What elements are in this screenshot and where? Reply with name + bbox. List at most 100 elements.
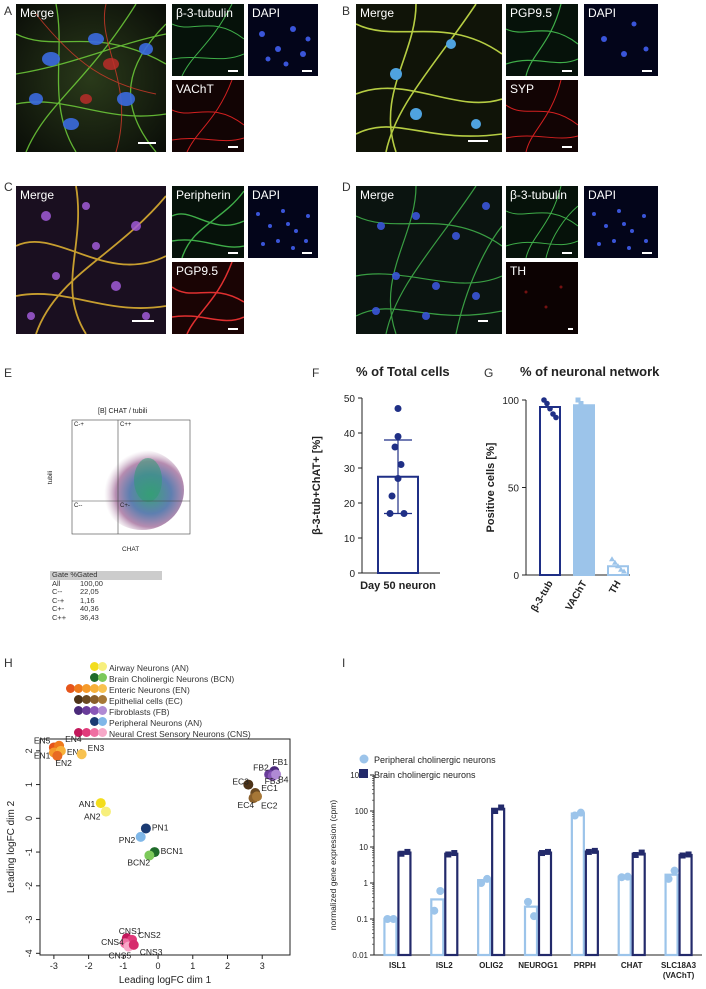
legend-dot <box>82 695 91 704</box>
channel-label: PGP9.5 <box>510 6 553 20</box>
data-point <box>575 397 581 403</box>
point-label: FB2 <box>253 762 269 772</box>
data-point <box>492 808 499 814</box>
y-tick-label: 20 <box>344 499 356 510</box>
bar-1 <box>631 852 646 957</box>
chart-h: -3 -2 -1 0 1 2 3 2 1 0 -1 -2 -3 -4 Leading logFC dim 1… <box>6 735 291 985</box>
scale-bar <box>138 142 156 144</box>
data-point <box>623 872 632 881</box>
data-point <box>544 400 550 407</box>
point-cns3 <box>128 939 139 950</box>
legend-dot <box>82 706 91 715</box>
micrograph-a-ch1: β-3-tubulin <box>172 4 244 76</box>
flow-title: [B] CHAT / tubili <box>98 408 148 415</box>
point-ec2 <box>252 791 263 802</box>
point-label: EN2 <box>55 758 72 768</box>
x-category-label: NEUROG1 <box>518 961 558 970</box>
data-point <box>394 433 402 440</box>
legend-item: Brain Cholinergic Neurons (BCN) <box>66 673 251 684</box>
y-axis-label: β-3-tub+ChAT+ [%] <box>311 436 323 535</box>
scale-bar <box>562 146 572 148</box>
y-tick-label: 10 <box>344 534 356 545</box>
data-point <box>587 411 593 417</box>
point-pn1 <box>140 823 151 834</box>
bar-1 <box>491 807 506 957</box>
scale-bar <box>562 252 572 254</box>
legend-label: Peripheral Neurons (AN) <box>109 717 203 728</box>
gating-table: Gate %Gated All 100,00 C-- 22,05 C-+ 1,16 C+- 4… <box>50 570 162 623</box>
data-point <box>609 556 615 562</box>
panel-label-c: C <box>4 180 13 194</box>
y-axis-label: Leading logFC dim 2 <box>6 800 17 893</box>
data-point <box>591 847 598 854</box>
y-tick-label: 100 <box>355 807 369 816</box>
point-label: EN4 <box>65 735 82 744</box>
y-axis-label: normalized gene expression (cpm) <box>328 800 338 931</box>
panel-label-e: E <box>4 366 13 380</box>
legend-dot <box>98 706 107 715</box>
point-label: EC4 <box>238 800 255 810</box>
data-point <box>386 510 394 517</box>
merge-label: Merge <box>360 6 395 20</box>
chart-f-title: % of Total cells <box>356 364 450 379</box>
legend-item: Fibroblasts (FB) <box>66 706 251 717</box>
data-point <box>524 897 532 906</box>
x-tick-label: 0 <box>156 961 161 971</box>
x-category-label: OLIG2 <box>479 961 504 970</box>
gate-name: All <box>52 578 61 588</box>
legend-item: Airway Neurons (AN) <box>66 662 251 673</box>
micrograph-b-ch3: SYP <box>506 80 578 152</box>
merge-label: Merge <box>20 188 55 202</box>
data-point <box>621 568 627 574</box>
legend-dot <box>74 684 83 693</box>
point-label: AN1 <box>79 799 96 809</box>
point-label: EC2 <box>261 800 278 810</box>
data-point <box>584 408 590 413</box>
legend-swatch <box>66 673 107 684</box>
channel-label: DAPI <box>252 188 281 202</box>
gate-percent: 36,43 <box>80 612 99 622</box>
bar-0 <box>617 875 632 957</box>
x-tick-label: -2 <box>85 961 93 971</box>
data-point <box>391 443 399 451</box>
legend-dot <box>90 717 99 726</box>
y-tick-label: 40 <box>344 429 356 440</box>
micrograph-d-ch3: TH <box>506 262 578 334</box>
scale-bar <box>562 70 572 72</box>
data-point <box>612 559 618 565</box>
legend-dot <box>98 695 107 704</box>
data-point <box>670 866 679 875</box>
x-tick-label: -3 <box>50 961 58 971</box>
data-point <box>430 906 439 915</box>
channel-label: β-3-tubulin <box>510 188 567 202</box>
gating-table-row: C++ 36,43 <box>50 612 162 623</box>
gating-table-row: C-+ 1,16 <box>50 596 162 606</box>
micrograph-c-ch1: Peripherin <box>172 186 244 258</box>
micrograph-a-ch2: DAPI <box>248 4 318 76</box>
legend-dot <box>74 728 83 737</box>
micrograph-d-ch2: DAPI <box>584 186 658 258</box>
legend-swatch <box>66 728 107 739</box>
data-point <box>398 850 405 857</box>
legend-dot <box>90 673 99 682</box>
bar-1 <box>397 851 412 957</box>
legend-dot <box>98 684 107 693</box>
bar-0 <box>664 873 679 957</box>
legend-dot <box>66 684 75 693</box>
x-category-label: Day 50 neuron <box>360 580 436 592</box>
x-axis-label: Leading logFC dim 1 <box>119 975 212 985</box>
channel-label: DAPI <box>588 188 617 202</box>
panel-label-d: D <box>342 180 351 194</box>
legend-item: Peripheral Neurons (AN) <box>66 717 251 728</box>
quadrant-label-tr: C++ <box>120 422 132 428</box>
data-point <box>581 404 587 410</box>
y-tick-label: -2 <box>24 882 34 890</box>
point-label: BCN1 <box>161 846 184 856</box>
channel-label: TH <box>510 264 526 278</box>
x-category-label: SLC18A3 <box>661 961 697 970</box>
x-tick-label: 1 <box>190 961 195 971</box>
point-label: AN2 <box>84 812 101 822</box>
data-point <box>553 414 559 421</box>
gate-name: C-- <box>52 587 63 597</box>
